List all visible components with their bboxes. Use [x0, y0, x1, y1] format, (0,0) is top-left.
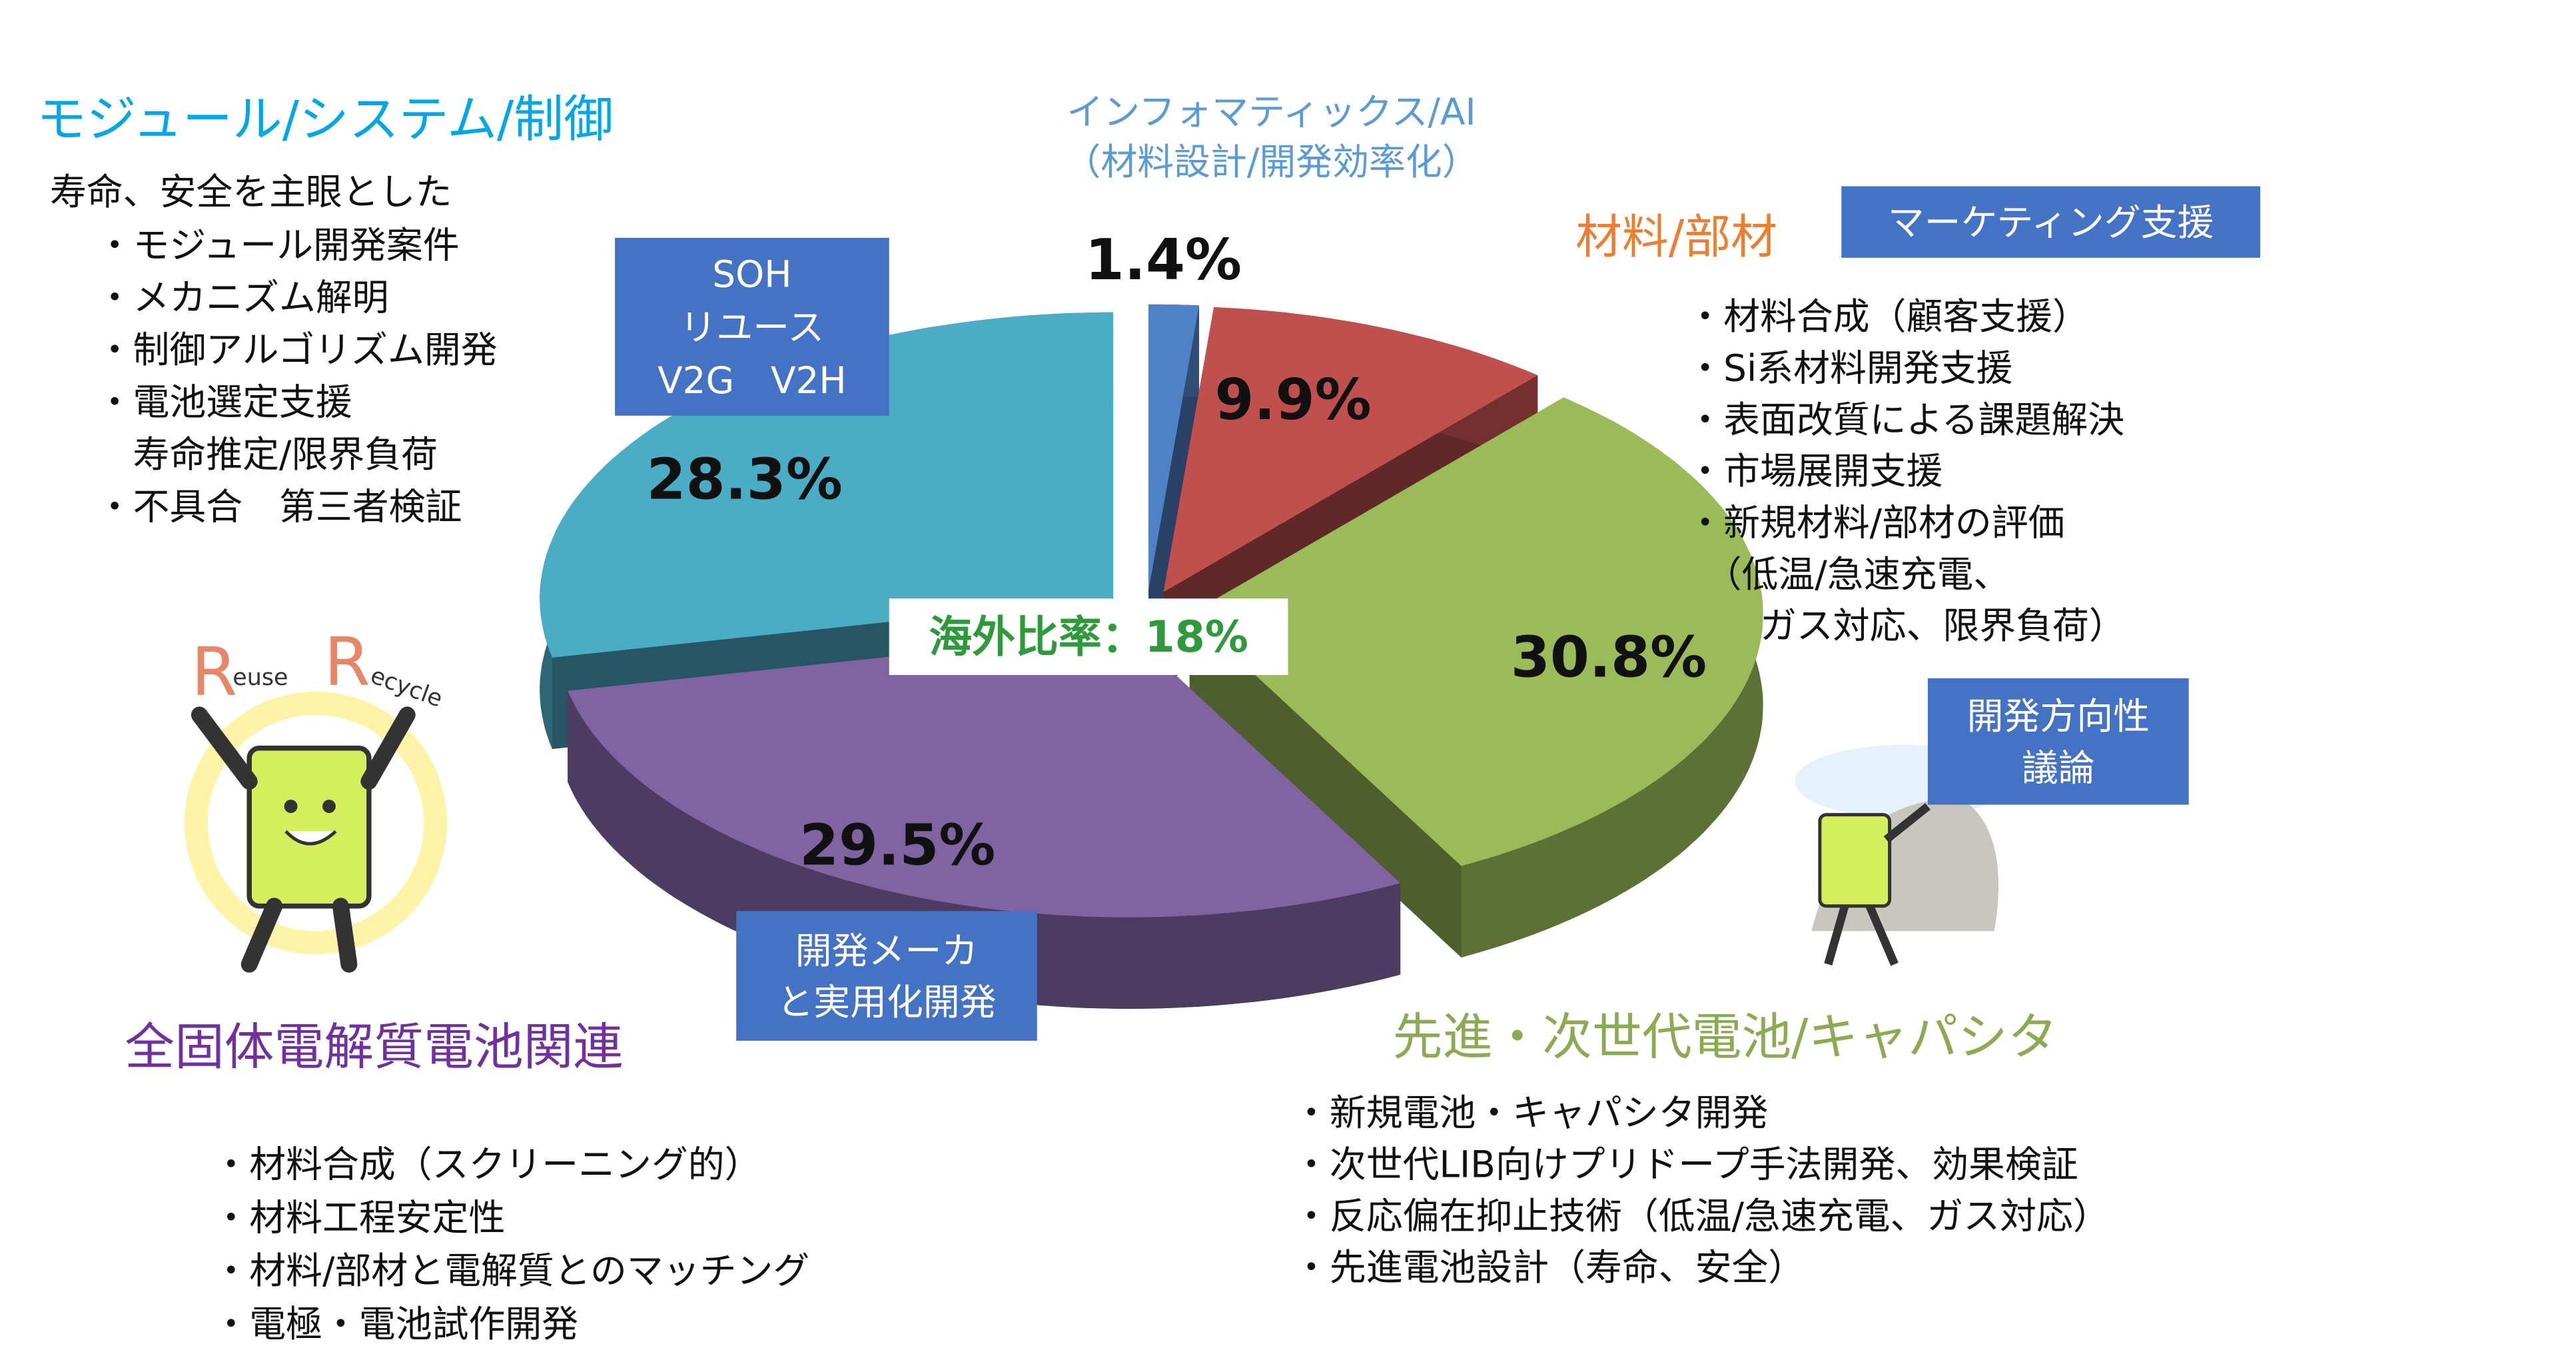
box-text: 議論: [2022, 746, 2095, 789]
slice: [568, 631, 1401, 918]
label-box: [1928, 678, 2189, 805]
list-item: （低温/急速充電、: [1687, 553, 2010, 596]
list-item: ・材料/部材と電解質とのマッチング: [213, 1249, 809, 1292]
list-item: ・表面改質による課題解決: [1687, 398, 2124, 441]
list-item: ・制御アルゴリズム開発: [97, 329, 498, 371]
box-text: 開発方向性: [1967, 695, 2150, 738]
category-heading: 全固体電解質電池関連: [125, 1018, 623, 1076]
slice: [1163, 307, 1538, 592]
illustration-text: euse: [232, 664, 288, 691]
slice-side: [1148, 305, 1200, 682]
box-text: 開発メーカ: [795, 930, 978, 972]
slice: [1189, 397, 1763, 866]
list-item: ・メカニズム解明: [97, 276, 389, 319]
list-item: ・先進電池設計（寿命、安全）: [1293, 1246, 1805, 1289]
list-item: ・材料工程安定性: [213, 1196, 505, 1239]
list-item: ・新規電池・キャパシタ開発: [1293, 1091, 1768, 1134]
list-item: ・市場展開支援: [1687, 450, 1942, 492]
slice-side: [1189, 614, 1462, 958]
annotation-bg: [889, 598, 1288, 676]
label-box: [615, 237, 889, 416]
value-label: 9.9%: [1214, 367, 1371, 433]
category-heading: モジュール/システム/制御: [37, 91, 614, 149]
list-item: ・次世代LIB向けプリドープ手法開発、効果検証: [1293, 1143, 2078, 1185]
illustration-text: R: [191, 633, 237, 711]
value-label: 28.3%: [647, 447, 843, 513]
list-item: ・材料合成（顧客支援）: [1687, 295, 2089, 338]
box-text: と実用化開発: [777, 981, 996, 1023]
list-item: ・電極・電池試作開発: [213, 1303, 578, 1345]
list-item: ガス対応、限界負荷）: [1687, 604, 2126, 647]
list-item: ・反応偏在抑止技術（低温/急速充電、ガス対応）: [1293, 1195, 2110, 1237]
illustration-text: R: [324, 623, 370, 701]
list-item: ・Si系材料開発支援: [1687, 346, 2012, 389]
list-item: ・材料合成（スクリーニング的）: [213, 1143, 761, 1185]
list-lead: 寿命、安全を主眼とした: [50, 171, 452, 213]
box-text: マーケティング支援: [1888, 201, 2214, 244]
label-box: [1841, 186, 2260, 258]
annotation: 海外比率：18%: [929, 612, 1248, 662]
reuse-illustration: R euse R ecycle: [184, 623, 448, 973]
box-text: V2G V2H: [657, 359, 847, 402]
list-item: ・不具合 第三者検証: [97, 486, 462, 528]
illustration-text: ecycle: [367, 662, 446, 713]
box-text: リユース: [680, 306, 825, 348]
value-label: 29.5%: [799, 812, 995, 878]
slice: [540, 312, 1114, 658]
list-item: 寿命推定/限界負荷: [97, 433, 438, 476]
box-text: SOH: [712, 253, 791, 295]
slice: [1148, 304, 1200, 591]
value-label: 1.4%: [1085, 227, 1242, 293]
category-heading: インフォマティックス/AI: [1067, 91, 1476, 133]
category-heading: 先進・次世代電池/キャパシタ: [1393, 1008, 2058, 1066]
category-heading: 材料/部材: [1575, 210, 1777, 264]
label-box: [736, 911, 1037, 1041]
category-subheading: （材料設計/開発効率化）: [1064, 141, 1478, 183]
list-item: ・電池選定支援: [97, 381, 352, 424]
list-item: ・モジュール開発案件: [97, 224, 460, 267]
value-label: 30.8%: [1511, 625, 1707, 691]
list-item: ・新規材料/部材の評価: [1687, 501, 2064, 544]
